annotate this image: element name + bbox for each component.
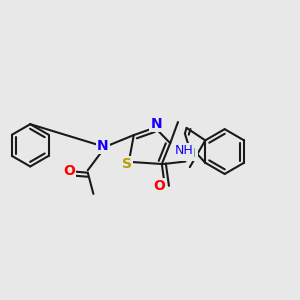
Text: O: O	[153, 179, 165, 194]
Text: NH: NH	[178, 147, 197, 160]
Text: N: N	[97, 139, 109, 153]
Text: S: S	[122, 157, 132, 171]
Text: N: N	[150, 117, 162, 130]
Text: NH: NH	[174, 144, 193, 158]
Text: O: O	[63, 164, 75, 178]
